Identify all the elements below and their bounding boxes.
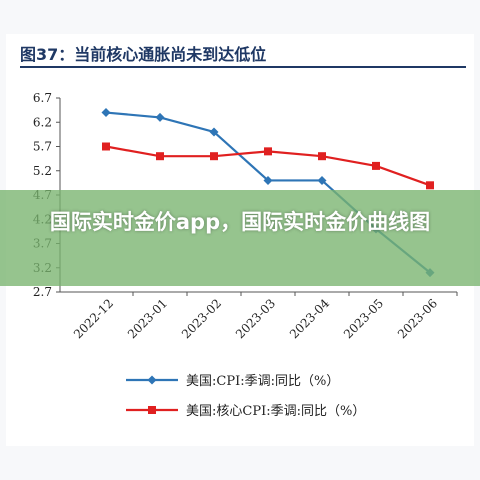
title-divider [20,66,466,68]
data-point [317,175,327,185]
chart-title: 图37：当前核心通胀尚未到达低位 [20,45,267,64]
x-tick-label: 2023-05 [341,296,386,341]
legend-swatch-marker [147,375,157,385]
overlay-banner-text: 国际实时金价app，国际实时金价曲线图 [49,210,431,234]
data-point [372,161,380,170]
x-tick-label: 2023-06 [395,296,440,341]
legend-label: 美国:CPI:季调:同比（%） [186,374,339,389]
y-tick-label: 5.2 [33,164,52,178]
data-point [426,181,434,190]
y-tick-label: 5.7 [33,140,52,154]
legend-swatch-marker [148,406,156,414]
data-point [318,152,326,161]
overlay-banner: 国际实时金价app，国际实时金价曲线图 [0,190,480,286]
y-tick-label: 2.7 [33,285,52,299]
y-tick-label: 6.7 [33,91,52,105]
legend: 美国:CPI:季调:同比（%） 美国:核心CPI:季调:同比（%） [126,374,365,419]
data-point [156,152,164,161]
legend-label: 美国:核心CPI:季调:同比（%） [186,404,365,419]
x-tick-label: 2023-03 [233,296,278,341]
data-point [209,127,219,137]
x-tick-label: 2023-02 [179,296,224,341]
data-point [264,147,272,156]
x-tick-label: 2023-04 [287,296,332,341]
x-tick-label: 2022-12 [71,296,116,341]
x-tick-labels: 2022-12 2023-01 2023-02 2023-03 2023-04 2023-… [71,292,458,341]
data-point [155,112,165,122]
data-point [102,142,110,151]
data-point [101,108,111,118]
data-point [210,152,218,161]
y-tick-label: 6.2 [33,115,52,129]
data-point [263,175,273,185]
x-tick-label: 2023-01 [125,296,170,341]
